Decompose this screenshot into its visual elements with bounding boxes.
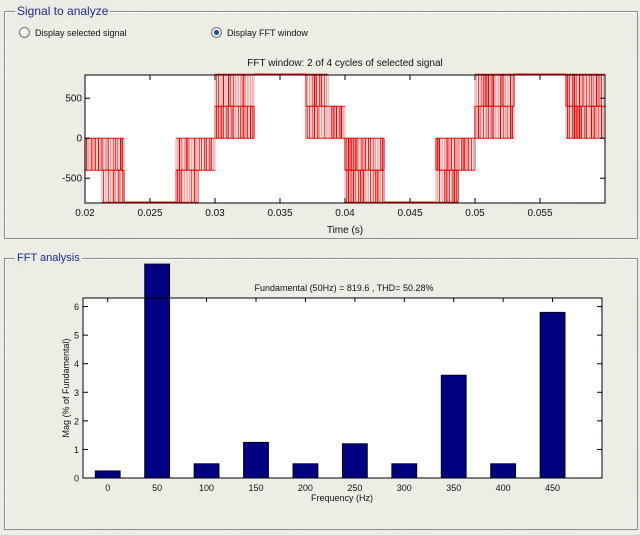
- x-tick-label: 0.02: [75, 208, 95, 219]
- y-tick-label: 500: [65, 94, 82, 105]
- signal-x-axis-label: Time (s): [327, 225, 363, 236]
- radio-button-selected-icon[interactable]: [211, 27, 222, 38]
- signal-pwm-burst: [214, 73, 255, 107]
- signal-pwm-burst: [101, 169, 125, 203]
- x-tick-label: 0.035: [267, 208, 292, 219]
- y-tick-label: -500: [62, 174, 82, 185]
- fft-analysis-panel: FFT analysis: [4, 251, 638, 530]
- signal-pwm-burst: [474, 73, 515, 107]
- radio-button-icon[interactable]: [19, 27, 30, 38]
- signal-pwm-burst: [305, 105, 346, 139]
- x-tick-label: 0.045: [397, 208, 422, 219]
- signal-plot: FFT window: 2 of 4 cycles of selected si…: [62, 58, 606, 236]
- signal-pwm-burst: [435, 137, 476, 171]
- signal-pwm-burst: [305, 73, 329, 107]
- x-tick-label: 0.025: [137, 208, 162, 219]
- signal-to-analyze-panel: Signal to analyze Display selected signa…: [4, 4, 638, 239]
- fft-panel-title: FFT analysis: [15, 251, 82, 265]
- signal-panel-title: Signal to analyze: [15, 4, 111, 18]
- x-tick-label: 0.03: [205, 208, 225, 219]
- signal-pwm-burst: [175, 169, 199, 203]
- signal-pwm-burst: [214, 105, 255, 139]
- x-tick-label: 0.055: [527, 208, 552, 219]
- radio-display-fft-window[interactable]: Display FFT window: [211, 27, 308, 38]
- signal-pwm-burst: [344, 137, 385, 171]
- x-tick-label: 0.05: [465, 208, 485, 219]
- signal-pwm-burst: [344, 169, 385, 203]
- radio-label: Display selected signal: [35, 27, 127, 38]
- signal-pwm-burst: [435, 169, 459, 203]
- signal-plot-title: FFT window: 2 of 4 cycles of selected si…: [247, 58, 442, 69]
- radio-label: Display FFT window: [227, 27, 308, 38]
- radio-display-selected-signal[interactable]: Display selected signal: [19, 27, 127, 38]
- y-tick-label: 0: [76, 134, 82, 145]
- x-tick-label: 0.04: [335, 208, 355, 219]
